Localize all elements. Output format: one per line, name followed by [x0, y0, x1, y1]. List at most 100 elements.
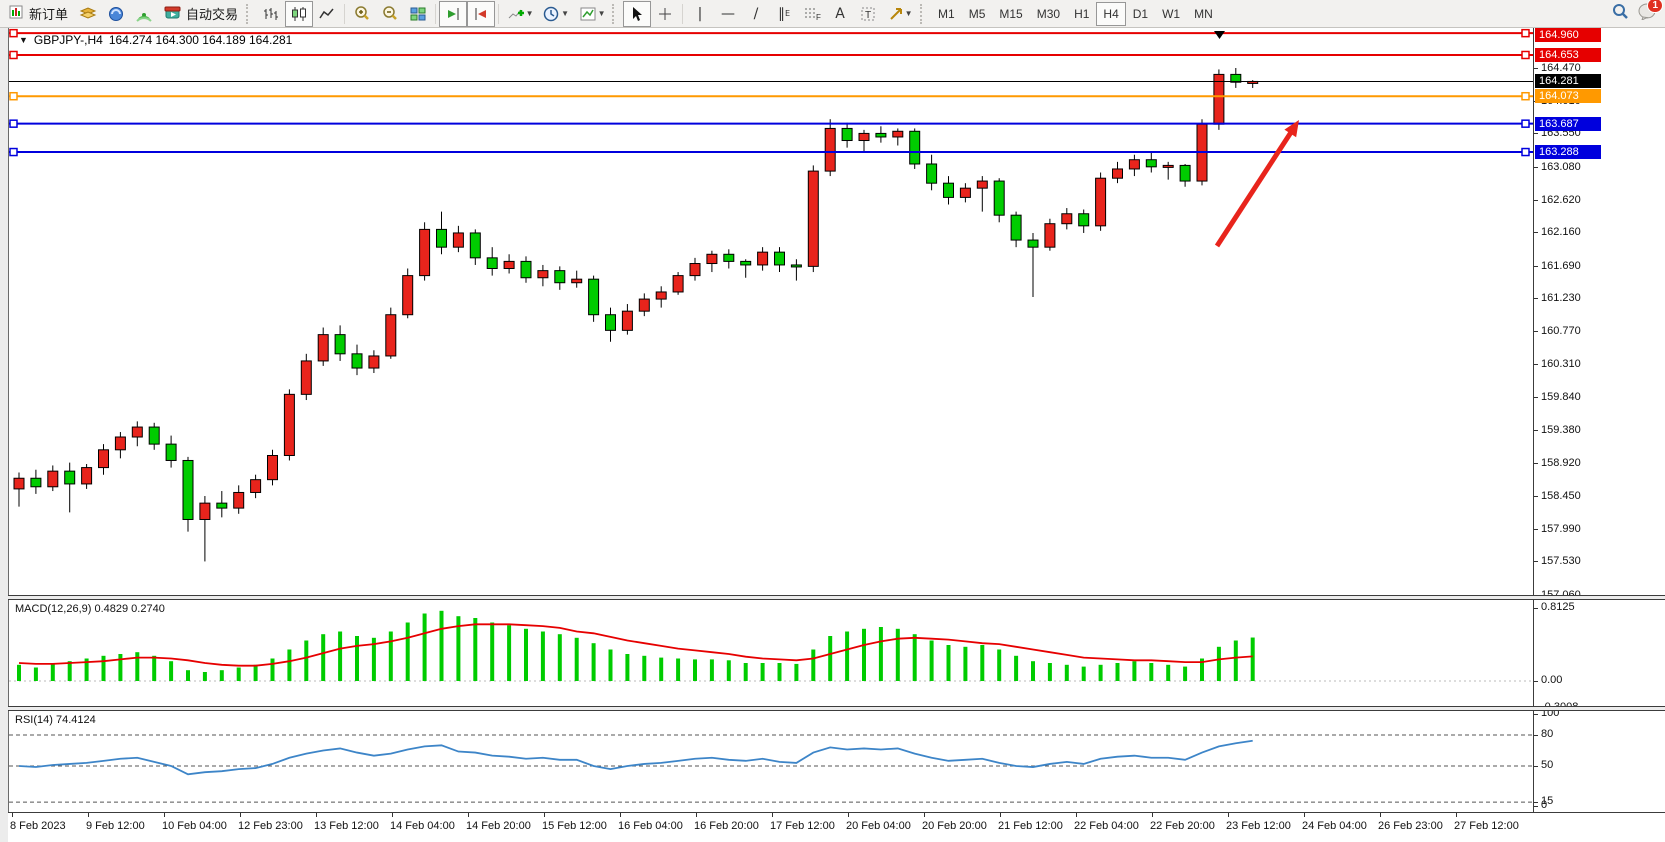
time-tick-label: 8 Feb 2023 — [10, 820, 66, 832]
price-line[interactable] — [9, 50, 1534, 60]
autotrade-button[interactable]: 自动交易 — [158, 1, 244, 27]
auto-scroll-button[interactable] — [439, 0, 468, 27]
macd-bar — [524, 628, 528, 681]
tab-m5[interactable]: M5 — [968, 6, 986, 21]
candle — [402, 268, 414, 319]
price-tick-label: 160.770 — [1541, 325, 1581, 338]
tab-m30[interactable]: M30 — [1036, 6, 1061, 21]
candle — [774, 247, 785, 273]
bars-chart-button[interactable] — [257, 1, 285, 27]
search-icon[interactable] — [1611, 2, 1629, 25]
chevron-down-icon[interactable]: ▼ — [19, 35, 28, 45]
candlestick-chart[interactable] — [9, 28, 1534, 595]
text-label-button[interactable]: T — [854, 1, 882, 27]
chart-area[interactable]: ▼ GBPJPY-,H4 164.274 164.300 164.189 164… — [8, 28, 1534, 812]
candle — [706, 250, 718, 273]
line-chart-button[interactable] — [313, 1, 341, 27]
tab-m15[interactable]: M15 — [999, 6, 1023, 21]
candle — [1044, 218, 1056, 251]
horizontal-line-button[interactable]: — — [721, 5, 736, 22]
macd-panel[interactable]: MACD(12,26,9) 0.4829 0.2740 — [9, 600, 1534, 706]
charts-icon[interactable] — [74, 1, 102, 27]
candle — [334, 325, 346, 361]
toolbar-grip[interactable] — [246, 3, 253, 24]
time-axis[interactable]: 8 Feb 2023 9 Feb 12:00 10 Feb 04:00 12 Feb … — [8, 812, 1665, 842]
candle — [1078, 209, 1090, 233]
price-tick-label: 159.840 — [1541, 391, 1581, 404]
time-tick-label: 24 Feb 04:00 — [1302, 820, 1367, 832]
templates-button[interactable]: ▼ — [574, 1, 610, 27]
candle — [1213, 69, 1225, 130]
tab-mn[interactable]: MN — [1194, 6, 1213, 21]
price-axis[interactable]: 164.960 164.653 164.281 164.073 163.687 163.2… — [1533, 28, 1665, 812]
macd-bar — [997, 649, 1002, 681]
fibonacci-button[interactable]: F — [798, 1, 826, 27]
macd-signal-line — [18, 623, 1253, 667]
macd-bar — [1014, 655, 1019, 681]
svg-text:F: F — [816, 13, 821, 22]
candle — [47, 465, 59, 492]
candle — [419, 222, 431, 281]
candle — [165, 435, 177, 468]
price-line[interactable] — [9, 28, 1534, 38]
price-tick-mark — [1534, 68, 1538, 69]
text-button[interactable]: A — [835, 5, 845, 22]
price-line[interactable] — [9, 91, 1534, 101]
triangle-marker[interactable] — [1214, 31, 1225, 39]
tab-h1[interactable]: H1 — [1074, 6, 1090, 21]
macd-bar — [811, 649, 816, 681]
vertical-line-button[interactable]: | — [697, 5, 703, 22]
tab-m1[interactable]: M1 — [938, 6, 955, 21]
macd-bar — [338, 631, 343, 681]
panel-splitter[interactable] — [8, 706, 1665, 711]
tile-windows-button[interactable] — [404, 1, 432, 27]
candle — [588, 275, 600, 322]
cursor-button[interactable] — [623, 0, 652, 27]
trendline-button[interactable]: / — [753, 5, 759, 22]
rsi-label: RSI(14) 74.4124 — [15, 714, 96, 726]
toolbar-grip[interactable] — [920, 3, 927, 24]
price-panel[interactable]: ▼ GBPJPY-,H4 164.274 164.300 164.189 164… — [9, 28, 1534, 595]
crosshair-button[interactable] — [651, 1, 679, 27]
tab-d1[interactable]: D1 — [1132, 6, 1149, 21]
macd-bar — [1031, 661, 1035, 681]
toolbar-grip[interactable] — [612, 3, 619, 24]
price-line[interactable] — [9, 119, 1534, 128]
notifications-icon[interactable]: 1 — [1637, 0, 1663, 25]
signals-icon[interactable] — [130, 1, 158, 27]
zoom-out-button[interactable] — [376, 1, 404, 27]
periods-button[interactable]: ▼ — [538, 1, 574, 27]
price-tick-mark — [1534, 429, 1538, 431]
time-tick-mark — [848, 813, 849, 817]
trend-arrow[interactable] — [1214, 120, 1299, 248]
chart-shift-button[interactable] — [467, 0, 496, 27]
candle — [81, 464, 93, 489]
new-order-button[interactable]: 新订单 — [3, 1, 74, 27]
time-tick-label: 20 Feb 20:00 — [922, 820, 987, 832]
arrows-button[interactable]: ▼ — [882, 1, 918, 27]
candle — [841, 122, 853, 148]
rsi-tick-mark — [1534, 735, 1538, 736]
price-line[interactable] — [9, 147, 1534, 157]
price-tick-mark — [1534, 496, 1538, 498]
tab-h4[interactable]: H4 — [1096, 1, 1126, 26]
time-tick-label: 13 Feb 12:00 — [314, 820, 379, 832]
rsi-chart[interactable] — [9, 711, 1534, 812]
rsi-panel[interactable]: RSI(14) 74.4124 — [9, 711, 1534, 812]
time-tick-mark — [1000, 813, 1001, 817]
panel-splitter[interactable] — [8, 595, 1665, 600]
equidistant-channel-button[interactable]: ∥ E — [778, 5, 791, 22]
macd-chart[interactable] — [9, 600, 1534, 706]
tab-w1[interactable]: W1 — [1162, 6, 1181, 21]
candles-chart-button[interactable] — [285, 0, 314, 27]
candle — [250, 474, 262, 499]
add-indicator-button[interactable]: ▼ — [502, 1, 538, 27]
market-watch-icon[interactable] — [102, 1, 130, 27]
macd-bar — [777, 663, 782, 681]
macd-bar — [33, 667, 38, 681]
macd-bar — [270, 658, 275, 681]
macd-bar — [1115, 663, 1120, 681]
macd-bar — [760, 663, 765, 681]
zoom-in-button[interactable] — [348, 1, 376, 27]
macd-bar — [439, 610, 444, 681]
